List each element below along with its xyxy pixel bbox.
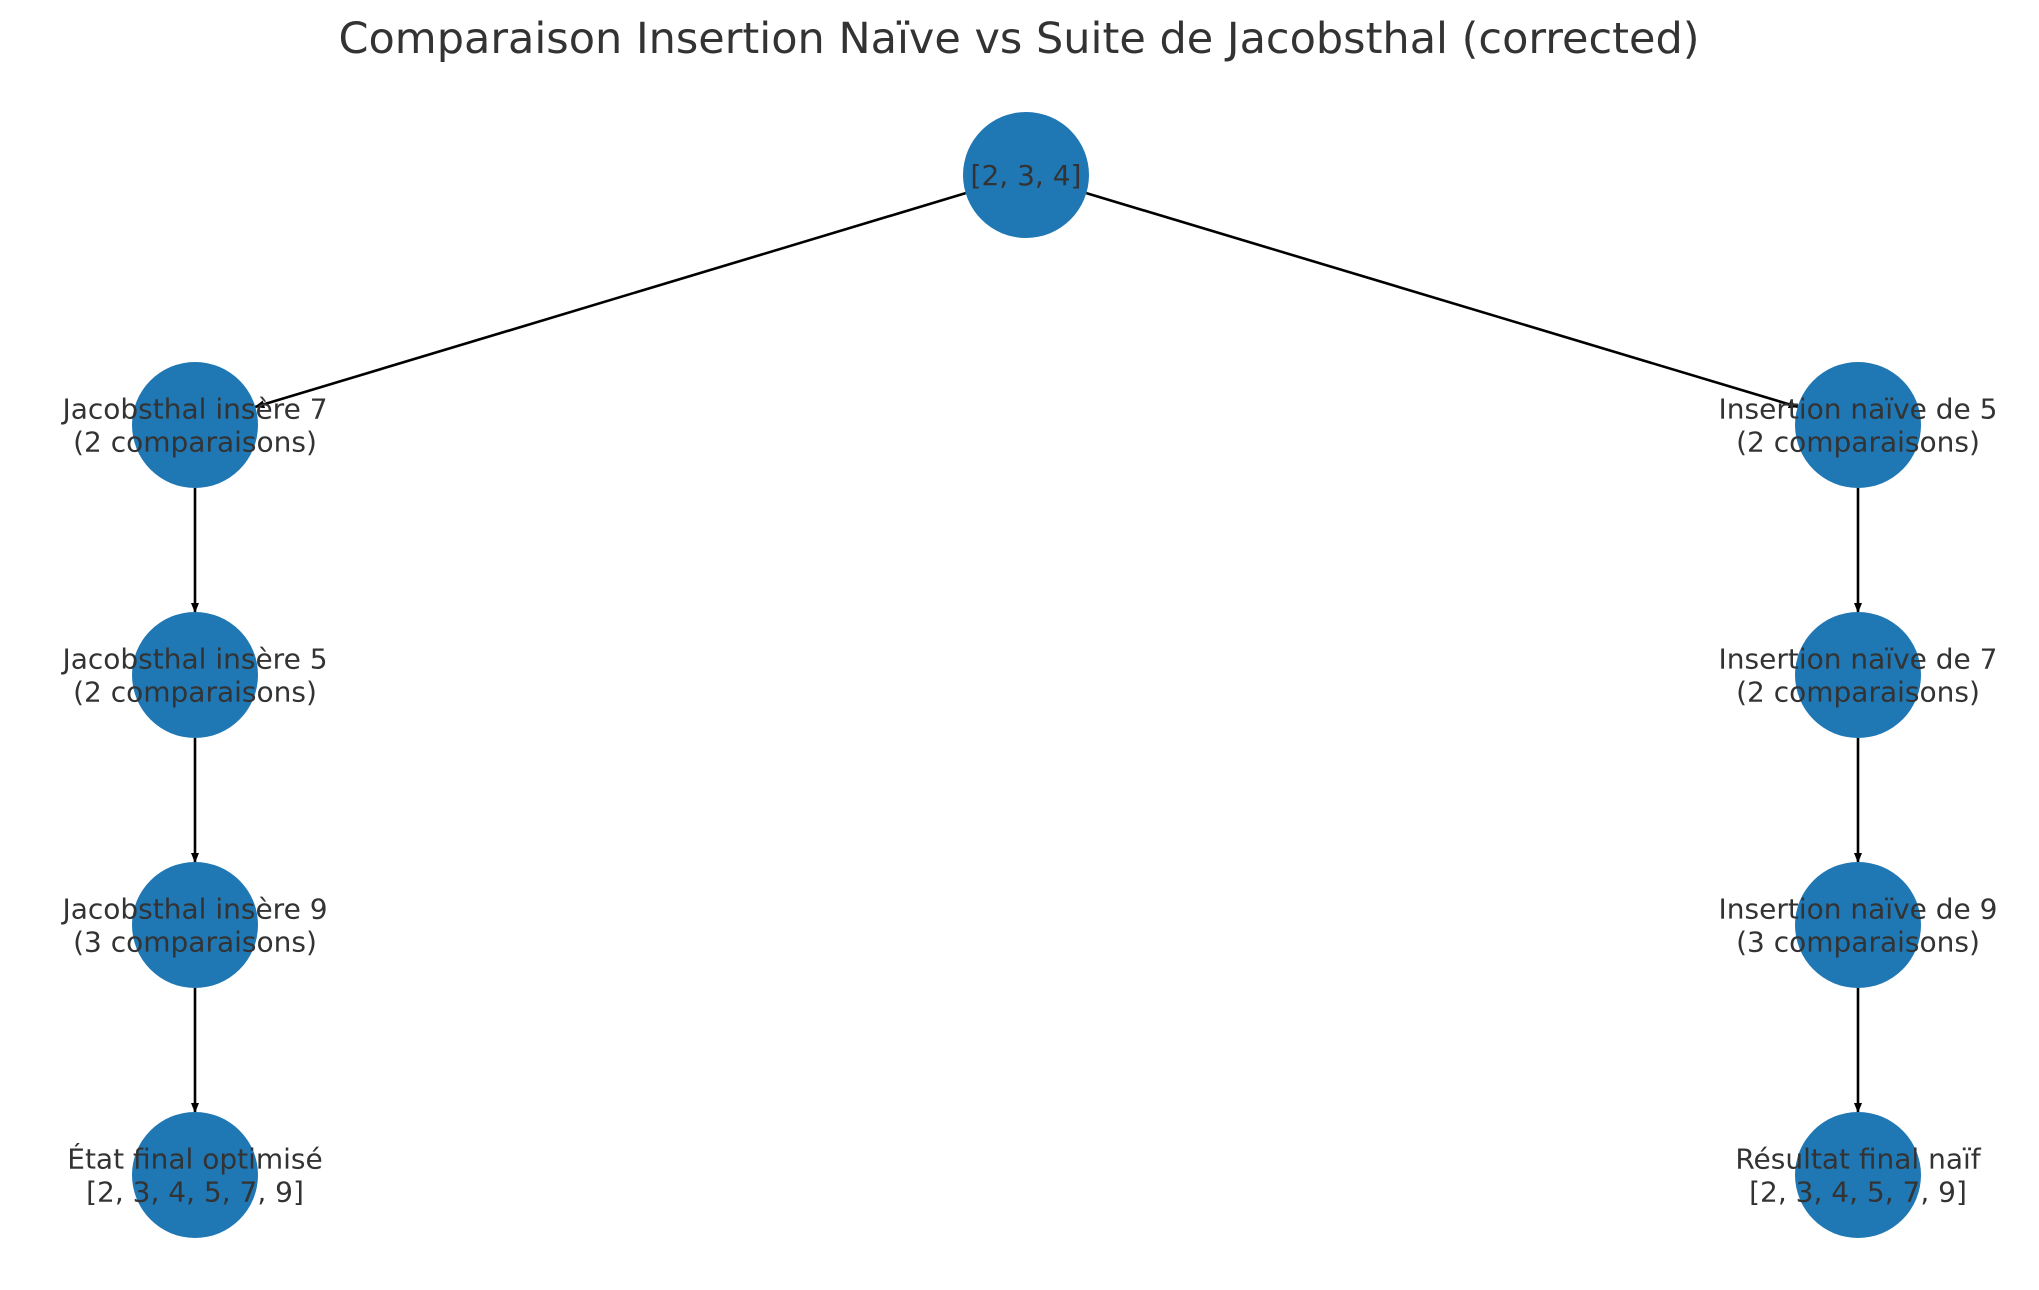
node-circle bbox=[132, 1112, 258, 1238]
node-label-line: (3 comparaisons) bbox=[73, 926, 317, 959]
node-label-line: Jacobsthal insère 5 bbox=[60, 643, 327, 676]
node-label-line: [2, 3, 4, 5, 7, 9] bbox=[86, 1176, 304, 1209]
node-label-line: (2 comparaisons) bbox=[73, 676, 317, 709]
node-label-line: Insertion naïve de 9 bbox=[1719, 893, 1998, 926]
node-label-line: (3 comparaisons) bbox=[1736, 926, 1980, 959]
node-n2: Insertion naïve de 7(2 comparaisons) bbox=[1719, 612, 1998, 738]
edge-root-to-n1 bbox=[1085, 191, 1799, 409]
node-root: [2, 3, 4] bbox=[963, 112, 1089, 238]
node-circle bbox=[1795, 362, 1921, 488]
node-label-line: (2 comparaisons) bbox=[1736, 676, 1980, 709]
node-circle bbox=[1795, 862, 1921, 988]
node-label-line: Jacobsthal insère 9 bbox=[60, 893, 327, 926]
node-circle bbox=[1795, 1112, 1921, 1238]
node-j1: Jacobsthal insère 7(2 comparaisons) bbox=[60, 362, 328, 488]
node-circle bbox=[132, 612, 258, 738]
diagram-title: Comparaison Insertion Naïve vs Suite de … bbox=[338, 14, 1699, 64]
node-label-line: (2 comparaisons) bbox=[73, 426, 317, 459]
node-label-line: (2 comparaisons) bbox=[1736, 426, 1980, 459]
node-circle bbox=[132, 362, 258, 488]
nodes-layer: [2, 3, 4]Jacobsthal insère 7(2 comparais… bbox=[60, 112, 1997, 1238]
node-n3: Insertion naïve de 9(3 comparaisons) bbox=[1719, 862, 1998, 988]
node-j3: Jacobsthal insère 9(3 comparaisons) bbox=[60, 862, 328, 988]
node-label-line: État final optimisé bbox=[67, 1142, 322, 1176]
edges-layer bbox=[191, 191, 1862, 1113]
node-label-line: Résultat final naïf bbox=[1735, 1143, 1981, 1176]
node-n4: Résultat final naïf[2, 3, 4, 5, 7, 9] bbox=[1735, 1112, 1982, 1238]
node-n1: Insertion naïve de 5(2 comparaisons) bbox=[1719, 362, 1998, 488]
node-label-line: [2, 3, 4, 5, 7, 9] bbox=[1749, 1176, 1967, 1209]
node-circle bbox=[963, 112, 1089, 238]
node-j2: Jacobsthal insère 5(2 comparaisons) bbox=[60, 612, 328, 738]
node-label-line: Insertion naïve de 7 bbox=[1719, 643, 1998, 676]
node-circle bbox=[132, 862, 258, 988]
node-label-line: Jacobsthal insère 7 bbox=[60, 393, 327, 426]
node-circle bbox=[1795, 612, 1921, 738]
node-label-line: [2, 3, 4] bbox=[971, 159, 1082, 192]
node-label-line: Insertion naïve de 5 bbox=[1719, 393, 1998, 426]
edge-root-to-j1 bbox=[254, 191, 967, 409]
node-j4: État final optimisé[2, 3, 4, 5, 7, 9] bbox=[67, 1112, 323, 1238]
